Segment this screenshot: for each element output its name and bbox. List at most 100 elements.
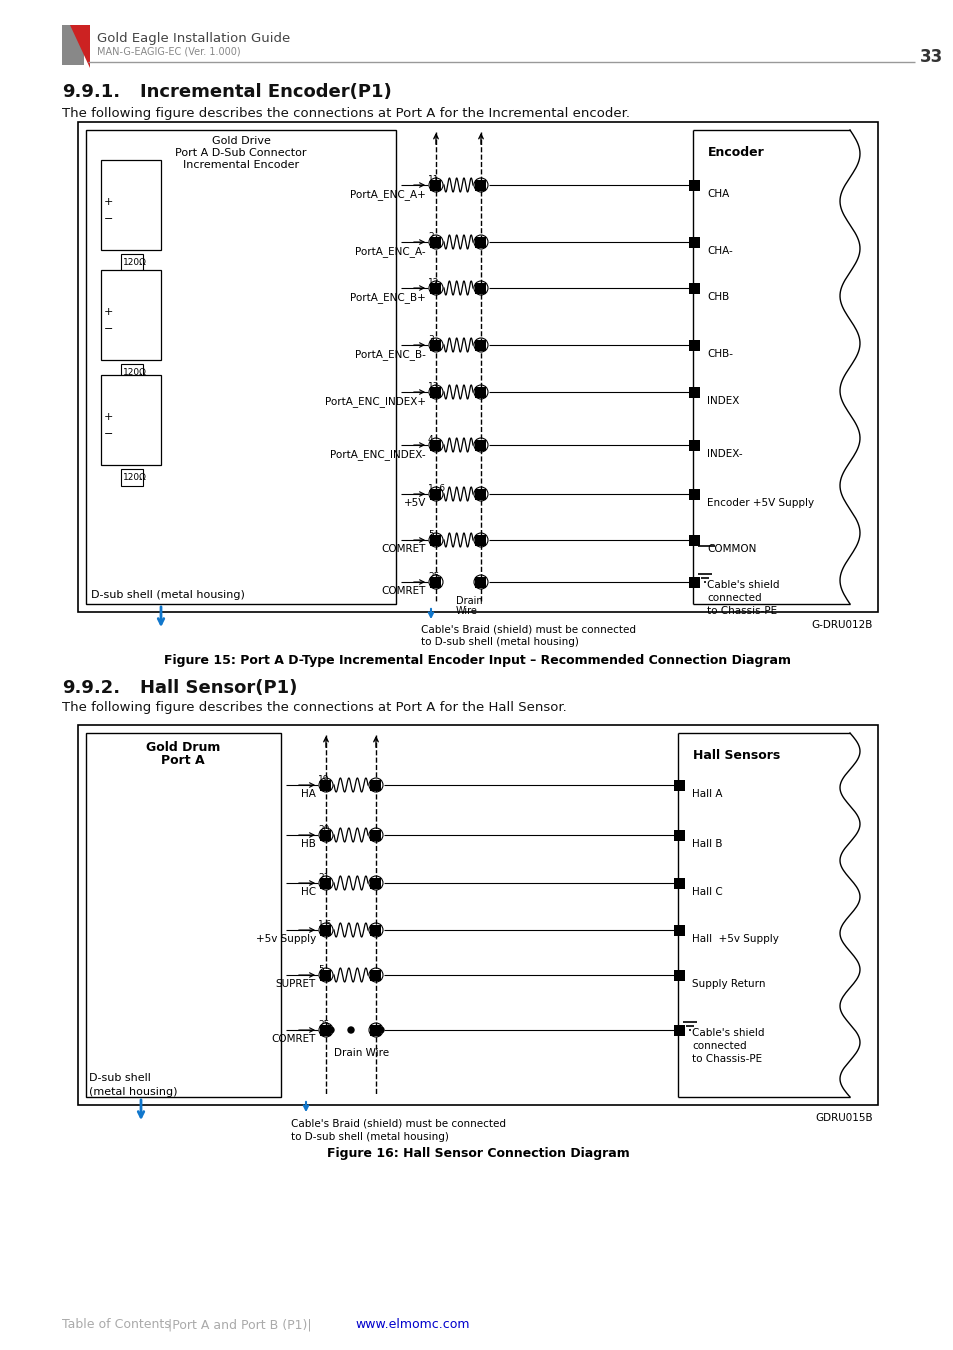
- Bar: [689, 576, 700, 587]
- Text: −: −: [104, 429, 113, 439]
- Text: COMRET: COMRET: [272, 1034, 315, 1044]
- Text: 5: 5: [428, 531, 434, 539]
- Text: Port A: Port A: [161, 755, 205, 767]
- Text: 1,6: 1,6: [317, 919, 332, 929]
- Text: PortA_ENC_B-: PortA_ENC_B-: [355, 350, 426, 360]
- Text: HA: HA: [301, 788, 315, 799]
- Bar: [121, 468, 143, 486]
- Text: 25: 25: [317, 1021, 329, 1029]
- Text: Supply Return: Supply Return: [691, 979, 764, 990]
- Text: D-sub shell (metal housing): D-sub shell (metal housing): [91, 590, 245, 599]
- Bar: [78, 725, 877, 1106]
- Text: D-sub shell: D-sub shell: [89, 1073, 151, 1083]
- Bar: [689, 236, 700, 247]
- Text: 3: 3: [428, 335, 434, 344]
- Text: Figure 15: Port A D-Type Incremental Encoder Input – Recommended Connection Diag: Figure 15: Port A D-Type Incremental Enc…: [164, 653, 791, 667]
- Text: +5V: +5V: [403, 498, 426, 508]
- Text: HC: HC: [300, 887, 315, 896]
- Bar: [689, 180, 700, 190]
- Bar: [86, 130, 395, 603]
- Bar: [475, 440, 486, 451]
- Bar: [430, 180, 441, 190]
- Text: +: +: [104, 197, 113, 207]
- Circle shape: [377, 1027, 384, 1033]
- Text: The following figure describes the connections at Port A for the Hall Sensor.: The following figure describes the conne…: [62, 701, 566, 714]
- Text: MAN-G-EAGIG-EC (Ver. 1.000): MAN-G-EAGIG-EC (Ver. 1.000): [97, 47, 240, 57]
- Bar: [430, 489, 441, 500]
- Text: 120Ω: 120Ω: [123, 369, 147, 377]
- Bar: [674, 925, 685, 936]
- Text: to D-sub shell (metal housing): to D-sub shell (metal housing): [291, 1133, 449, 1142]
- Bar: [320, 969, 331, 980]
- Text: PortA_ENC_INDEX-: PortA_ENC_INDEX-: [330, 450, 426, 460]
- Text: Hall C: Hall C: [691, 887, 722, 896]
- Text: to D-sub shell (metal housing): to D-sub shell (metal housing): [420, 637, 578, 647]
- Bar: [370, 1025, 381, 1035]
- Text: Encoder +5V Supply: Encoder +5V Supply: [706, 498, 813, 508]
- Bar: [475, 535, 486, 545]
- Text: −: −: [104, 215, 113, 224]
- Circle shape: [348, 1027, 354, 1033]
- Text: COMMON: COMMON: [706, 544, 756, 554]
- Text: 120Ω: 120Ω: [123, 258, 147, 267]
- Bar: [689, 489, 700, 500]
- Text: CHB: CHB: [706, 292, 728, 302]
- Text: 20: 20: [317, 825, 329, 834]
- Text: CHB-: CHB-: [706, 350, 732, 359]
- Text: connected: connected: [706, 593, 760, 603]
- Text: Cable's Braid (shield) must be connected: Cable's Braid (shield) must be connected: [291, 1119, 505, 1129]
- Text: CHA-: CHA-: [706, 246, 732, 256]
- Text: 1, 6: 1, 6: [428, 485, 445, 493]
- Bar: [320, 829, 331, 841]
- Text: PortA_ENC_A-: PortA_ENC_A-: [355, 246, 426, 256]
- Bar: [320, 925, 331, 936]
- Text: Gold Drive: Gold Drive: [212, 136, 270, 146]
- Bar: [86, 733, 281, 1098]
- Bar: [121, 254, 143, 271]
- Text: PortA_ENC_A+: PortA_ENC_A+: [350, 189, 426, 200]
- Bar: [475, 180, 486, 190]
- Bar: [370, 878, 381, 888]
- Text: (metal housing): (metal housing): [89, 1087, 177, 1098]
- Bar: [370, 969, 381, 980]
- Bar: [78, 122, 877, 612]
- Text: to Chassis-PE: to Chassis-PE: [691, 1054, 761, 1064]
- Text: connected: connected: [691, 1041, 746, 1052]
- Text: G-DRU012B: G-DRU012B: [811, 620, 872, 630]
- Text: HB: HB: [301, 838, 315, 849]
- Bar: [101, 161, 161, 250]
- Text: Cable's shield: Cable's shield: [691, 1027, 763, 1038]
- Text: Port A D-Sub Connector: Port A D-Sub Connector: [175, 148, 307, 158]
- Text: Hall Sensors: Hall Sensors: [692, 749, 780, 761]
- Text: CHA: CHA: [706, 189, 728, 198]
- Text: Incremental Encoder: Incremental Encoder: [183, 161, 298, 170]
- Bar: [320, 779, 331, 791]
- Bar: [475, 576, 486, 587]
- Text: Cable's shield: Cable's shield: [706, 580, 779, 590]
- Bar: [121, 364, 143, 381]
- Text: Encoder: Encoder: [707, 146, 764, 159]
- Bar: [430, 576, 441, 587]
- Bar: [101, 270, 161, 360]
- Text: Drain: Drain: [456, 595, 482, 606]
- Bar: [430, 339, 441, 351]
- Text: 5: 5: [317, 965, 323, 973]
- Text: +: +: [104, 412, 113, 423]
- Bar: [475, 386, 486, 397]
- Text: 19: 19: [317, 775, 329, 784]
- Text: www.elmomc.com: www.elmomc.com: [355, 1319, 469, 1331]
- Text: 13: 13: [428, 382, 439, 391]
- Text: Hall  +5v Supply: Hall +5v Supply: [691, 934, 778, 944]
- Text: SUPRET: SUPRET: [275, 979, 315, 990]
- Bar: [674, 829, 685, 841]
- Text: Table of Contents: Table of Contents: [62, 1319, 171, 1331]
- Text: −: −: [104, 324, 113, 333]
- Text: Gold Drum: Gold Drum: [146, 741, 220, 755]
- Bar: [370, 925, 381, 936]
- Text: +5v Supply: +5v Supply: [255, 934, 315, 944]
- Text: COMRET: COMRET: [381, 586, 426, 595]
- Text: GDRU015B: GDRU015B: [815, 1112, 872, 1123]
- Bar: [430, 282, 441, 293]
- Bar: [689, 282, 700, 293]
- Text: COMRET: COMRET: [381, 544, 426, 554]
